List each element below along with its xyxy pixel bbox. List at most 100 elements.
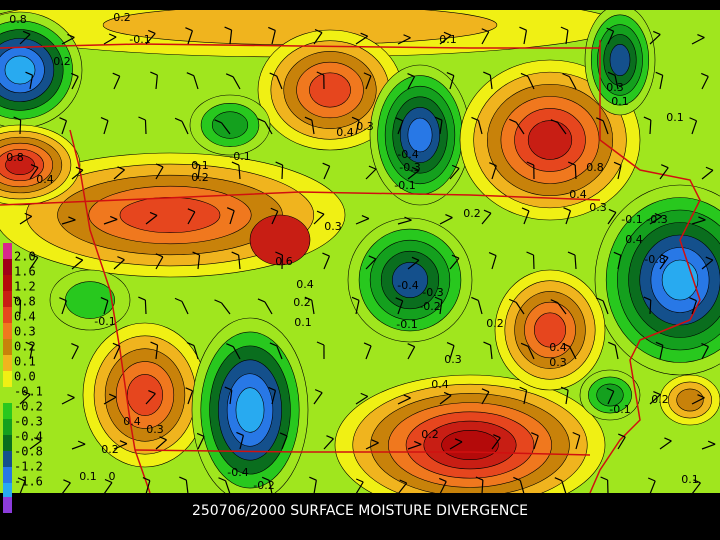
wind-barb xyxy=(144,119,147,135)
contour-label: -0.4 xyxy=(397,148,418,161)
wind-barb xyxy=(659,440,672,450)
contour-label: -0.1 xyxy=(396,318,417,331)
wind-barb xyxy=(607,391,615,405)
legend-label: 0.3 xyxy=(14,325,36,339)
wind-barb-flag xyxy=(112,72,120,77)
wind-barb-flag xyxy=(351,296,360,301)
contour-label: 0.1 xyxy=(79,470,97,483)
wind-barb xyxy=(221,122,231,135)
wind-barb xyxy=(365,345,372,360)
wind-barb-flag xyxy=(434,296,443,301)
wind-barb xyxy=(523,30,528,45)
wind-barb xyxy=(187,30,193,45)
wind-barb-flag xyxy=(185,27,193,32)
wind-barb xyxy=(193,345,199,360)
legend-swatch xyxy=(3,355,12,371)
wind-barb-flag xyxy=(174,297,183,302)
wind-barb xyxy=(19,33,31,45)
wind-barb-flag xyxy=(226,343,234,348)
wind-barb xyxy=(561,480,567,493)
wind-barb xyxy=(311,300,315,315)
contour-label: 0.2 xyxy=(113,11,131,24)
contour-label: 0.4 xyxy=(296,278,314,291)
contour-label: 0.3 xyxy=(444,353,462,366)
wind-barb xyxy=(323,165,331,180)
wind-barb xyxy=(323,255,331,270)
wind-barb xyxy=(617,436,626,450)
wind-barb xyxy=(489,345,493,360)
wind-barb-flag xyxy=(371,439,379,444)
wind-barb xyxy=(365,442,379,450)
wind-barb-flag xyxy=(187,208,196,213)
legend-label: 2.0 xyxy=(14,250,36,264)
wind-barb xyxy=(71,443,86,450)
wind-barb xyxy=(565,390,569,405)
wind-barb-flag xyxy=(59,117,67,122)
wind-barb-flag xyxy=(268,26,276,31)
wind-barb-flag xyxy=(701,72,709,78)
contour-label: -0.8 xyxy=(644,253,665,266)
wind-barb-flag xyxy=(471,116,479,122)
wind-barb xyxy=(281,435,288,450)
wind-barb xyxy=(155,345,159,360)
legend-swatch xyxy=(3,435,12,451)
wind-barb xyxy=(515,121,525,135)
wind-barb-flag xyxy=(112,342,121,347)
contour-label: 0.8 xyxy=(6,151,24,164)
wind-barb xyxy=(155,75,158,90)
wind-barb xyxy=(691,219,706,225)
wind-barb xyxy=(659,75,664,90)
wind-barb xyxy=(264,121,273,135)
contour-label: 0.2 xyxy=(651,393,669,406)
contour-label: -0.1 xyxy=(394,179,415,192)
wind-barb xyxy=(313,392,323,405)
wind-barb-flag xyxy=(71,342,79,348)
legend-swatch xyxy=(3,291,12,307)
wind-barb xyxy=(439,34,452,45)
wind-barb-flag xyxy=(314,389,323,394)
contour-label: 0.3 xyxy=(606,81,624,94)
wind-barb-flag xyxy=(236,431,244,436)
wind-barb-flag xyxy=(119,440,128,445)
contour-label: 0 xyxy=(109,470,116,483)
wind-barb-flag xyxy=(214,299,222,304)
wind-barb-flag xyxy=(434,116,443,121)
wind-barb-flag xyxy=(411,256,420,261)
wind-barb-flag xyxy=(218,477,226,482)
wind-barb-flag xyxy=(150,341,158,346)
wind-barb xyxy=(29,440,42,450)
wind-barb xyxy=(565,30,569,45)
legend-label: 0.4 xyxy=(14,310,36,324)
contour-label: 0.1 xyxy=(681,473,699,486)
wind-barb xyxy=(271,30,276,45)
wind-barb xyxy=(481,31,490,45)
legend-swatch xyxy=(3,275,12,291)
wind-barb xyxy=(355,35,368,45)
wind-barb xyxy=(19,393,31,405)
wind-barb-flag xyxy=(531,432,539,437)
wind-barb xyxy=(489,75,493,90)
wind-barb xyxy=(649,119,652,135)
wind-barb-flag xyxy=(689,117,697,122)
contour-band xyxy=(533,312,567,348)
wind-barb xyxy=(144,299,147,315)
legend-swatch xyxy=(3,483,12,499)
wind-barb xyxy=(449,257,460,270)
wind-barb xyxy=(232,346,241,360)
wind-barb-flag xyxy=(231,251,239,256)
wind-barb xyxy=(659,257,669,270)
wind-barb-flag xyxy=(361,215,370,220)
wind-barb-flag xyxy=(368,255,377,260)
wind-barb-flag xyxy=(30,163,39,169)
contour-label: -0.3 xyxy=(646,213,667,226)
wind-barb-flag xyxy=(608,208,617,214)
map-overlay: 0.8 0.2-0.1 0.10.20.30.10.10.30.4-0.4-0.3-… xyxy=(0,11,716,493)
wind-barb-flag xyxy=(596,117,604,122)
wind-barb-flag xyxy=(192,251,200,256)
wind-barb-flag xyxy=(407,73,415,78)
wind-barb-flag xyxy=(70,72,79,77)
wind-barb-flag xyxy=(481,388,490,393)
contour-band xyxy=(5,155,35,175)
wind-barb-flag xyxy=(214,119,222,124)
wind-barb xyxy=(617,255,622,270)
